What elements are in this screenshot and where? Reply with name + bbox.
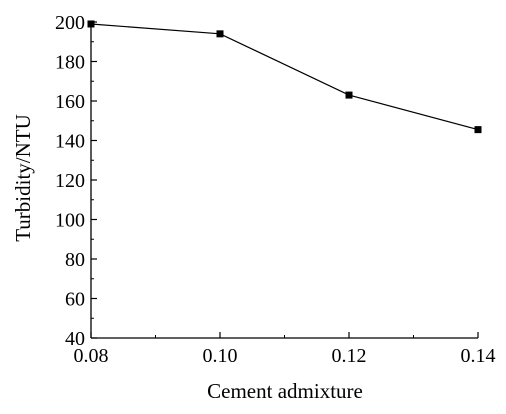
x-tick-label: 0.12 (332, 345, 367, 367)
y-tick-label: 40 (65, 328, 85, 350)
y-tick-label: 180 (55, 52, 85, 74)
x-tick-label: 0.08 (74, 345, 109, 367)
ticks: 40 60 80 100 120 140 160 180 200 0.08 0.10 0.12 0.14 (55, 12, 496, 367)
y-tick-label: 100 (55, 210, 85, 232)
x-tick-label: 0.10 (203, 345, 238, 367)
x-axis-title: Cement admixture (207, 379, 363, 403)
y-tick-label: 160 (55, 91, 85, 113)
data-point-marker (87, 20, 95, 28)
series-line (90, 23, 479, 131)
y-tick-label: 140 (55, 131, 85, 153)
x-tick-label: 0.14 (461, 345, 496, 367)
axes (90, 22, 478, 339)
data-point-marker (216, 30, 224, 38)
y-tick-label: 120 (55, 170, 85, 192)
data-point-marker (474, 126, 482, 134)
y-tick-label: 60 (65, 289, 85, 311)
y-tick-label: 200 (55, 12, 85, 34)
data-point-marker (345, 91, 353, 99)
y-tick-label: 80 (65, 249, 85, 271)
y-axis-title: Turbidity/NTU (11, 114, 35, 242)
series (87, 20, 482, 134)
